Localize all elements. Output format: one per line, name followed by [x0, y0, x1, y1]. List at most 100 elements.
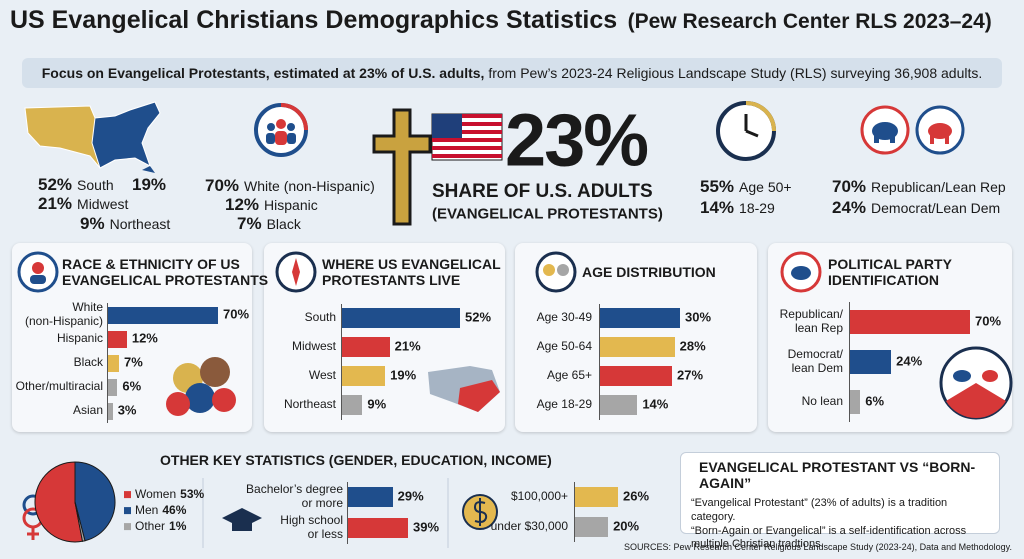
- category-label: Midwest: [291, 339, 336, 354]
- us-map-icon: [24, 101, 161, 173]
- bar: [108, 306, 218, 324]
- legend-swatch: [124, 507, 131, 515]
- category-label: White (non-Hispanic): [24, 300, 103, 328]
- pie-slice: [34, 461, 84, 543]
- highlight-label: Republican/Lean Rep: [871, 178, 1006, 195]
- category-label: West: [308, 368, 336, 383]
- value-label: 24%: [896, 353, 923, 369]
- value-label: 12%: [131, 330, 158, 346]
- highlight: 19%: [132, 175, 166, 195]
- category-label: under $30,000: [490, 519, 568, 534]
- bar: [342, 308, 460, 328]
- section-title: OTHER KEY STATISTICS (GENDER, EDUCATION,…: [160, 452, 552, 468]
- title-row: US Evangelical Christians Demographics S…: [10, 6, 992, 35]
- highlight-value: 55%: [700, 176, 735, 196]
- highlight-label: Democrat/Lean Dem: [871, 199, 1001, 216]
- highlight-label: South: [77, 176, 114, 193]
- value-label: 26%: [623, 488, 650, 504]
- legend-entry: Other 1%: [124, 519, 187, 534]
- legend-entry: Women 53%: [124, 487, 205, 502]
- category-label: Age 65+: [546, 368, 592, 383]
- subtitle: from Pew’s 2023-24 Religious Landscape S…: [488, 65, 983, 81]
- category-label: Age 50-64: [536, 339, 592, 354]
- value-label: 6%: [865, 393, 885, 409]
- bar: [600, 366, 672, 386]
- highlight-value: 19%: [132, 174, 167, 194]
- bar: [348, 518, 408, 538]
- highlight: 70% Republican/Lean Rep: [832, 177, 1006, 197]
- category-label: Hispanic: [56, 331, 103, 346]
- chart-title: WHERE US EVANGELICAL PROTESTANTS LIVE: [322, 255, 501, 288]
- bar: [108, 330, 127, 348]
- category-label: Republican/ lean Rep: [779, 307, 843, 335]
- value-label: 52%: [465, 309, 492, 325]
- bar: [600, 308, 680, 328]
- bar: [108, 402, 113, 420]
- value-label: 21%: [394, 338, 421, 354]
- category-label: Asian: [72, 403, 103, 418]
- axis-line: [849, 302, 850, 422]
- legend-label: Women: [135, 487, 177, 502]
- bar: [850, 350, 892, 374]
- flag-icon: [431, 113, 503, 161]
- bar: [108, 354, 119, 372]
- value-label: 6%: [122, 378, 142, 394]
- bar: [850, 390, 861, 414]
- legend-label: Men: [135, 503, 159, 518]
- highlight: 12% Hispanic: [225, 195, 318, 215]
- value-label: 3%: [117, 402, 137, 418]
- highlight-value: 70%: [832, 176, 867, 196]
- axis-line: [107, 303, 108, 423]
- chart-title: RACE & ETHNICITY OF US EVANGELICAL PROTE…: [62, 255, 269, 288]
- category-label: High school or less: [280, 513, 343, 541]
- legend-value: 46%: [162, 503, 187, 518]
- highlight-value: 70%: [205, 175, 240, 195]
- comparison-text: “Born-Again or Evangelical” is a self-id…: [691, 524, 967, 551]
- category-label: South: [304, 310, 336, 325]
- legend-value: 1%: [169, 519, 187, 534]
- highlight-value: 12%: [225, 194, 260, 214]
- value-label: 29%: [397, 488, 424, 504]
- bar: [342, 366, 386, 386]
- bar: [108, 378, 118, 396]
- value-label: 14%: [642, 396, 669, 412]
- highlight: 24% Democrat/Lean Dem: [832, 198, 1000, 218]
- highlight: 9% Northeast: [80, 214, 170, 234]
- highlight-label: Northeast: [109, 215, 171, 232]
- highlight: 70% White (non-Hispanic): [205, 176, 375, 196]
- share-note: (EVANGELICAL PROTESTANTS): [432, 205, 663, 223]
- category-label: Bachelor’s degree or more: [246, 482, 343, 510]
- highlight-label: Age 50+: [739, 178, 792, 195]
- category-label: Other/multiracial: [15, 379, 103, 394]
- bar: [575, 517, 609, 537]
- comparison-title: EVANGELICAL PROTESTANT VS “BORN-AGAIN”: [699, 459, 976, 491]
- category-label: Democrat/ lean Dem: [787, 347, 843, 375]
- bar: [348, 487, 393, 507]
- share-value: 23%: [505, 98, 649, 182]
- highlight: 14% 18-29: [700, 198, 775, 218]
- highlight-value: 24%: [832, 197, 867, 217]
- value-label: 30%: [685, 309, 712, 325]
- legend-entry: Men 46%: [124, 503, 187, 518]
- bar: [600, 337, 675, 357]
- sources: SOURCES: Pew Research Center Religious L…: [623, 542, 1012, 552]
- highlight-label: Midwest: [77, 195, 129, 212]
- highlight-label: Black: [266, 215, 301, 232]
- subtitle-bold: Focus on Evangelical Protestants, estima…: [41, 65, 485, 81]
- highlight-value: 9%: [80, 213, 105, 233]
- highlight-value: 7%: [237, 213, 262, 233]
- value-label: 39%: [413, 519, 440, 535]
- legend-swatch: [124, 523, 131, 531]
- category-label: Black: [73, 355, 103, 370]
- bar: [342, 395, 363, 415]
- people-icon: [254, 103, 308, 157]
- category-label: Age 30-49: [536, 310, 592, 325]
- category-label: Northeast: [283, 397, 336, 412]
- legend-value: 53%: [180, 487, 205, 502]
- axis-line: [347, 481, 348, 544]
- legend-swatch: [124, 491, 131, 499]
- bar: [600, 395, 638, 415]
- party-icons: [860, 105, 965, 155]
- comparison-box: EVANGELICAL PROTESTANT VS “BORN-AGAIN” “…: [680, 452, 1000, 550]
- category-label: $100,000+: [510, 489, 568, 504]
